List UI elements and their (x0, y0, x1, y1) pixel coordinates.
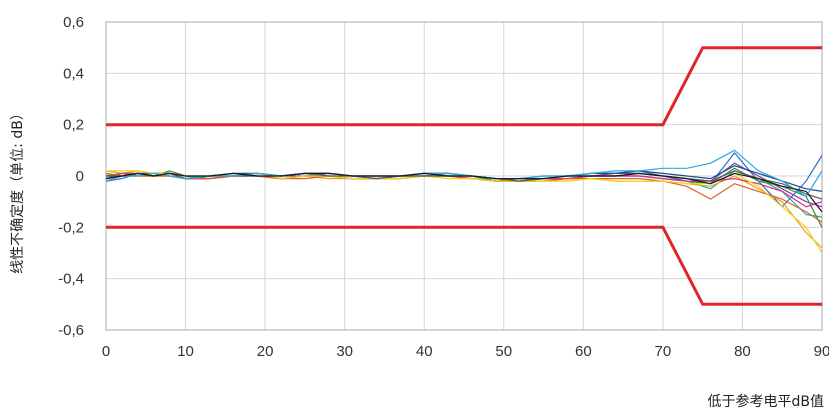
y-axis-label: 线性不确定度（单位: dB） (10, 106, 26, 274)
series-line-9 (106, 170, 823, 254)
x-axis-label: 低于参考电平dB值 (708, 393, 825, 410)
x-tick-label: 20 (257, 343, 274, 360)
y-tick-label: 0,4 (63, 65, 84, 82)
x-tick-label: 70 (655, 343, 672, 360)
x-tick-label: 0 (102, 343, 110, 360)
series-line-11 (105, 149, 823, 198)
y-tick-label: -0,6 (58, 322, 84, 339)
y-tick-label: -0,4 (58, 271, 84, 288)
lower-limit-line (106, 225, 822, 306)
y-tick-label: 0,6 (63, 14, 84, 31)
limit-layer (106, 46, 822, 306)
upper-limit-line (106, 46, 822, 127)
y-tick-label: 0,2 (63, 117, 84, 134)
x-tick-label: 60 (575, 343, 592, 360)
x-axis-ticks: 0 10 20 30 40 50 60 70 80 90 (102, 343, 829, 360)
x-tick-label: 50 (495, 343, 512, 360)
x-tick-label: 10 (177, 343, 194, 360)
y-tick-label: -0,2 (58, 219, 84, 236)
y-axis-ticks: 0,6 0,4 0,2 0 -0,2 -0,4 -0,6 (58, 14, 84, 339)
series-layer (105, 149, 823, 254)
series-line-12 (105, 172, 823, 213)
x-tick-label: 40 (416, 343, 433, 360)
x-tick-label: 80 (734, 343, 751, 360)
x-tick-label: 90 (814, 343, 829, 360)
y-tick-label: 0 (76, 168, 84, 185)
x-tick-label: 30 (336, 343, 353, 360)
